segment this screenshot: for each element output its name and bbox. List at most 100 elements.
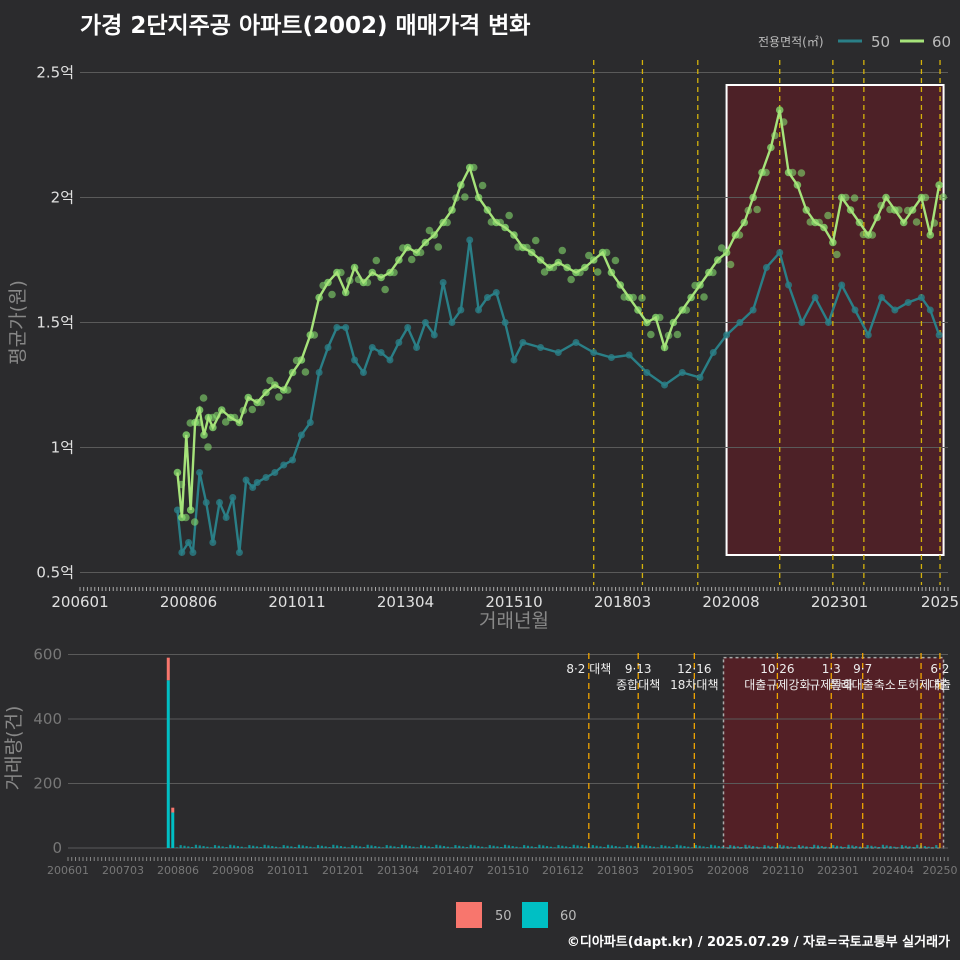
volume-bar-small xyxy=(862,847,865,848)
price-point-60 xyxy=(726,260,735,269)
volume-bar-small xyxy=(393,846,396,848)
volume-bar-small xyxy=(618,846,621,848)
volume-bar-small xyxy=(274,846,278,848)
volume-bar-small xyxy=(935,845,938,848)
price-point-60 xyxy=(939,193,947,201)
volume-bar-small xyxy=(820,846,823,848)
price-x-label: 거래년월 xyxy=(479,610,549,632)
volume-bar-small xyxy=(542,845,545,848)
volume-x-tick: 200908 xyxy=(212,864,254,877)
price-y-tick: 2.5억 xyxy=(36,64,74,82)
price-point-60 xyxy=(372,256,381,265)
volume-y-label: 거래량(건) xyxy=(3,706,25,791)
volume-bar-small xyxy=(759,847,762,848)
volume-bar-small xyxy=(324,846,327,848)
volume-bar-small xyxy=(904,845,907,848)
volume-bar-small xyxy=(832,845,835,848)
volume-bar-small xyxy=(763,845,766,848)
volume-bar-small xyxy=(427,846,430,848)
volume-bar-small xyxy=(397,847,400,848)
volume-bar-small xyxy=(206,846,209,848)
volume-bar-small xyxy=(648,846,652,848)
volume-bar-small xyxy=(229,844,232,848)
price-x-tick: 201304 xyxy=(377,593,434,611)
volume-bar-small xyxy=(828,847,831,848)
volume-bar-small xyxy=(851,845,854,848)
policy-annotation: 9·13 xyxy=(625,662,652,676)
volume-bar-small xyxy=(786,846,789,848)
volume-bar-small xyxy=(458,845,461,848)
volume-bar-small xyxy=(362,847,365,848)
volume-bar-small xyxy=(290,846,293,848)
volume-bar-small xyxy=(847,844,850,848)
volume-bar-small xyxy=(866,845,869,848)
price-x-tick: 201510 xyxy=(485,593,542,611)
volume-bar-small xyxy=(454,845,457,848)
volume-bar-small xyxy=(599,846,602,848)
volume-bar-small xyxy=(534,847,537,848)
volume-y-tick: 600 xyxy=(33,645,62,663)
price-point-60 xyxy=(275,393,283,401)
price-point-60 xyxy=(266,376,274,385)
volume-bar-small xyxy=(858,846,862,848)
volume-bar-small xyxy=(881,844,884,848)
volume-y-tick: 400 xyxy=(33,710,62,728)
volume-bar-small xyxy=(801,845,804,848)
volume-bar-small xyxy=(217,845,220,848)
volume-bar-small xyxy=(595,845,598,848)
volume-bar-small xyxy=(923,846,926,848)
volume-bar-small xyxy=(748,845,751,848)
volume-bar-small xyxy=(855,846,858,848)
volume-bar-small xyxy=(347,847,350,848)
price-point-60 xyxy=(700,293,708,301)
volume-bar-small xyxy=(198,845,201,848)
volume-bar-small xyxy=(263,844,266,848)
price-y-tick: 1.5억 xyxy=(36,314,74,332)
volume-bar-small xyxy=(664,845,667,848)
volume-bar-small xyxy=(492,845,495,848)
volume-bar-small xyxy=(404,845,407,848)
volume-x-tick: 20250 xyxy=(923,864,958,877)
volume-bar-small xyxy=(797,845,801,848)
volume-bar-small xyxy=(221,846,224,848)
volume-bar-small xyxy=(774,847,778,848)
volume-bar-small xyxy=(626,845,629,848)
volume-bar-small xyxy=(877,847,881,848)
volume-bar-small xyxy=(366,844,369,848)
volume-bar-small xyxy=(313,847,316,848)
price-point-60 xyxy=(381,285,389,294)
price-point-60 xyxy=(434,243,443,251)
volume-bar-small xyxy=(374,846,377,848)
volume-bar-small xyxy=(523,845,526,848)
volume-bar-small xyxy=(725,847,728,848)
price-point-60 xyxy=(611,256,620,265)
volume-bar-small xyxy=(553,847,556,848)
volume-bar-small xyxy=(183,845,186,848)
volume-bar-small xyxy=(416,847,419,848)
volume-bar-small xyxy=(645,845,648,848)
volume-bar-small xyxy=(706,847,709,848)
price-x-tick: 200806 xyxy=(160,593,217,611)
price-point-60 xyxy=(912,218,921,226)
policy-annotation: 1·3 xyxy=(822,662,841,676)
volume-bar-small xyxy=(385,845,388,848)
volume-x-tick: 201304 xyxy=(377,864,419,877)
volume-bar-small xyxy=(778,844,781,848)
price-point-60 xyxy=(199,394,208,402)
volume-bar-small xyxy=(671,847,675,848)
volume-bar-small xyxy=(584,846,587,848)
price-point-60 xyxy=(540,268,549,276)
price-point-60 xyxy=(638,294,646,302)
volume-bar-50 xyxy=(171,807,175,813)
volume-bar-small xyxy=(710,844,713,848)
price-point-60 xyxy=(762,168,770,177)
volume-bar-small xyxy=(309,846,312,848)
volume-bar-60 xyxy=(171,812,175,848)
volume-x-tick: 201201 xyxy=(322,864,364,877)
volume-bar-small xyxy=(191,847,194,848)
legend-bottom-label-50: 50 xyxy=(495,909,512,924)
volume-bar-small xyxy=(889,846,892,848)
volume-bar-small xyxy=(473,845,476,848)
policy-annotation: 10·26 xyxy=(760,662,794,676)
